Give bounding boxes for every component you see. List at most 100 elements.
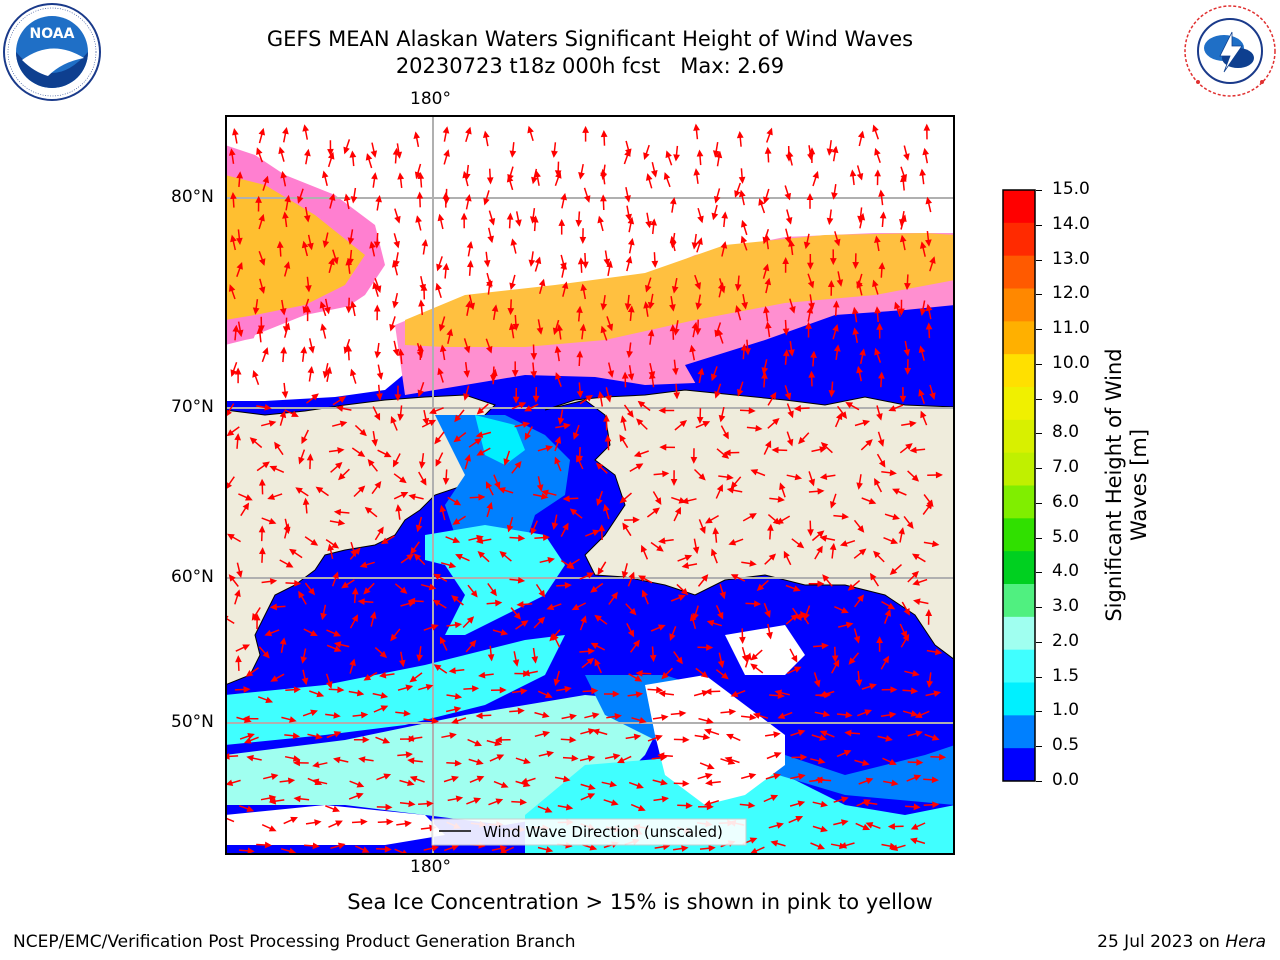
arrow-head (326, 681, 333, 689)
arrow-head (609, 780, 618, 788)
arrow-head (826, 148, 834, 156)
arrow-head (836, 412, 843, 421)
arrow-head (878, 262, 886, 270)
arrow-head (651, 260, 659, 268)
arrow-head (699, 526, 706, 534)
arrow-head (496, 754, 505, 761)
arrow-head (789, 306, 796, 314)
arrow-head (562, 495, 570, 503)
arrow-head (228, 574, 236, 582)
arrow-head (386, 818, 394, 826)
arrow-head (475, 537, 484, 545)
arrow-head (452, 536, 461, 544)
colorbar-tick-label: 9.0 (1052, 387, 1080, 408)
arrow-head (235, 655, 242, 663)
arrow-head (230, 234, 237, 243)
arrow-head (232, 127, 239, 136)
arrow-head (522, 669, 530, 677)
colorbar-tick-mark (1036, 468, 1042, 470)
arrow-head (530, 353, 538, 361)
arrow-head (377, 526, 384, 535)
arrow-head (595, 462, 604, 470)
arrow-head (398, 659, 406, 668)
arrow-head (311, 393, 319, 401)
arrow-head (255, 195, 262, 203)
arrow-head (938, 753, 947, 761)
arrow-head (833, 659, 840, 668)
arrow-head (476, 775, 485, 783)
colorbar-bin (1003, 616, 1035, 651)
arrow-head (408, 800, 416, 808)
arrow-head (552, 632, 559, 641)
arrow-head (861, 799, 870, 807)
colorbar-bin (1003, 649, 1035, 683)
arrow-head (841, 796, 849, 803)
arrow-head (610, 799, 619, 806)
arrow-head (682, 736, 690, 743)
arrow-head (766, 631, 773, 640)
arrow-head (622, 522, 630, 531)
arrow-head (355, 792, 364, 800)
arrow-head (385, 803, 393, 811)
arrow-head (538, 589, 546, 598)
arrow-head (858, 212, 866, 221)
arrow-head (706, 644, 714, 651)
arrow-head (470, 590, 478, 598)
arrow-head (817, 580, 825, 588)
arrow-head (663, 172, 671, 180)
arrow-head (380, 537, 389, 545)
arrow-head (827, 279, 835, 288)
wind-wave-arrow (225, 817, 235, 823)
arrow-head (627, 305, 635, 313)
arrow-head (832, 324, 839, 332)
arrow-head (524, 432, 532, 441)
arrow-head (409, 675, 418, 683)
footer-date-text: 25 Jul 2023 on (1097, 932, 1226, 952)
arrow-head (826, 217, 834, 226)
arrow-head (304, 305, 311, 313)
colorbar-tick-mark (1036, 224, 1042, 226)
arrow-head (767, 523, 774, 531)
arrow-head (292, 759, 300, 767)
arrow-head (878, 371, 885, 379)
arrow-head (695, 302, 703, 310)
arrow-head (909, 420, 917, 428)
arrow-head (830, 501, 837, 509)
arrow-head (845, 621, 854, 629)
arrow-head (862, 759, 870, 766)
arrow-head (933, 690, 941, 697)
arrow-head (437, 213, 445, 222)
arrow-head (374, 351, 382, 359)
arrow-head (669, 304, 676, 312)
arrow-head (580, 283, 588, 292)
arrow-head (721, 211, 729, 219)
arrow-head (310, 630, 318, 637)
arrow-head (819, 730, 828, 737)
arrow-head (808, 302, 815, 311)
arrow-head (227, 533, 235, 541)
arrow-head (268, 797, 277, 805)
arrow-head (349, 150, 357, 158)
arrow-head (464, 194, 472, 202)
arrow-head (435, 282, 442, 291)
arrow-head (258, 547, 266, 555)
arrow-head (333, 756, 341, 764)
arrow-head (647, 301, 655, 310)
arrow-head (230, 369, 237, 378)
arrow-head (247, 847, 255, 855)
arrow-head (554, 436, 562, 444)
arrow-head (471, 685, 480, 693)
arrow-head (283, 322, 291, 331)
arrow-head (764, 440, 772, 449)
arrow-head (307, 365, 315, 374)
arrow-head (889, 469, 897, 477)
wave-1p0-1p5-bering (435, 415, 570, 545)
arrow-head (787, 410, 794, 419)
arrow-head (782, 257, 789, 265)
arrow-head (669, 324, 677, 332)
arrow-head (600, 168, 607, 177)
arrow-head (661, 671, 669, 680)
arrow-head (333, 731, 342, 738)
arrow-head (503, 458, 510, 466)
arrow-head (600, 194, 607, 202)
